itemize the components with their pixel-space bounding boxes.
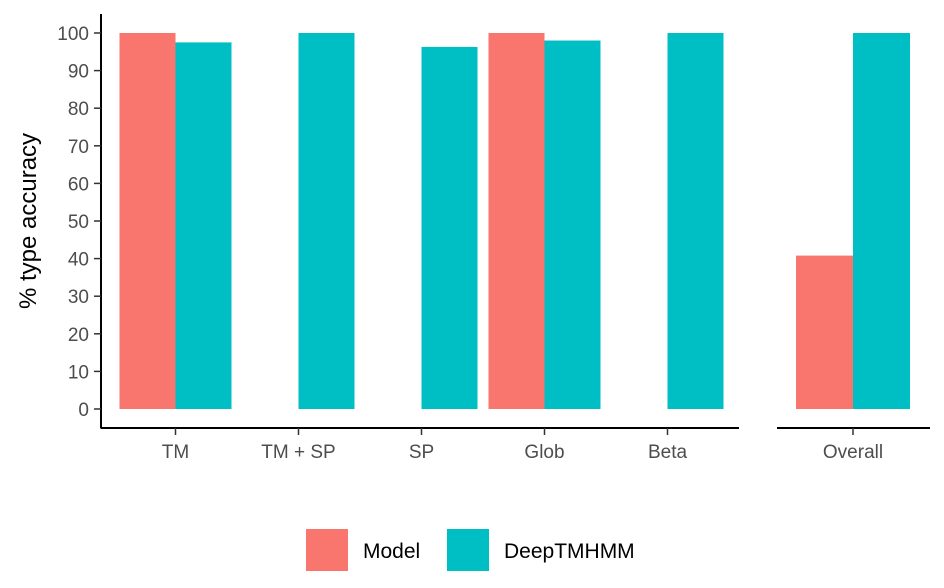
panel-1: 0 10 20 30 40 50 60 70 80 90 100 TM TM + SP SP Glob Bet… [57, 14, 739, 463]
bar-deeptmhmm-tm [175, 42, 232, 410]
y-tick-label: 50 [68, 212, 89, 233]
bar-deeptmhmm-sp [421, 46, 478, 410]
legend: Model DeepTMHMM [306, 529, 635, 571]
legend-item-deeptmhmm: DeepTMHMM [447, 529, 635, 571]
x-tick-label: Beta [648, 442, 688, 463]
y-tick-label: 80 [68, 99, 89, 120]
legend-label: Model [363, 540, 420, 563]
legend-key-deeptmhmm [447, 529, 489, 571]
x-tick-label: SP [409, 442, 434, 463]
plot-panels: 0 10 20 30 40 50 60 70 80 90 100 TM TM + SP SP Glob Bet… [57, 14, 930, 463]
bar-model-glob [488, 33, 545, 409]
y-tick-label: 60 [68, 174, 89, 195]
y-axis-title: % type accuracy [15, 133, 42, 309]
y-tick-label: 90 [68, 62, 89, 83]
legend-key-model [306, 529, 348, 571]
bar-deeptmhmm-beta [667, 33, 724, 409]
panel-2: Overall [777, 33, 930, 463]
y-tick-label: 100 [57, 24, 89, 45]
y-axis-title-group: % type accuracy [15, 133, 42, 309]
y-tick-label: 20 [68, 325, 89, 346]
bar-deeptmhmm-tm-sp [298, 33, 355, 409]
y-tick-label: 0 [78, 400, 89, 421]
bar-model-overall [796, 255, 853, 409]
y-tick-label: 10 [68, 362, 89, 383]
y-tick-label: 40 [68, 250, 89, 271]
legend-item-model: Model [306, 529, 420, 571]
x-tick-label: TM + SP [261, 442, 335, 463]
legend-label: DeepTMHMM [504, 540, 635, 563]
bar-deeptmhmm-overall [853, 33, 910, 409]
x-tick-label: Glob [524, 442, 564, 463]
x-tick-label: Overall [823, 442, 883, 463]
y-tick-label: 70 [68, 137, 89, 158]
bar-deeptmhmm-glob [544, 40, 601, 410]
bar-model-tm [119, 33, 176, 409]
x-tick-label: TM [162, 442, 189, 463]
y-tick-label: 30 [68, 287, 89, 308]
